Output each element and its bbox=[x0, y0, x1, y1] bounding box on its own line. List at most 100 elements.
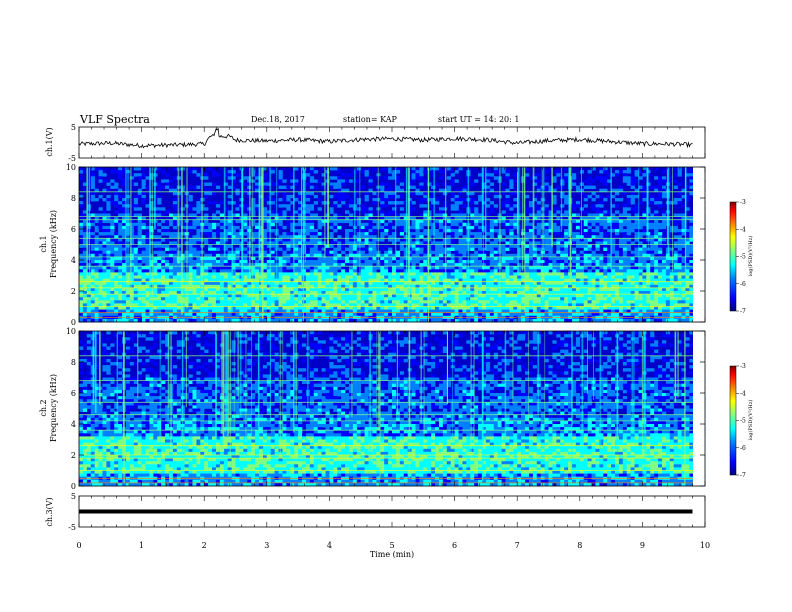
spectrogram-cell bbox=[133, 281, 138, 286]
spectrogram-cell bbox=[243, 287, 248, 292]
spectrogram-cell bbox=[251, 238, 256, 242]
spectrogram-cell bbox=[180, 222, 185, 227]
spectrogram-cell bbox=[243, 225, 248, 230]
spectrogram-cell bbox=[454, 250, 459, 255]
spectrogram-cell bbox=[321, 284, 326, 289]
spectrogram-cell bbox=[90, 176, 95, 180]
spectrogram-cell bbox=[630, 256, 635, 261]
spectrogram-cell bbox=[145, 275, 150, 279]
spectrogram-cell bbox=[489, 201, 495, 205]
spectrogram-cell bbox=[395, 275, 401, 279]
spectrogram-cell bbox=[583, 263, 588, 267]
spectrogram-cell bbox=[587, 294, 592, 298]
spectrogram-cell bbox=[356, 201, 361, 205]
spectrogram-cell bbox=[212, 191, 217, 196]
spectrogram-cell bbox=[192, 207, 197, 211]
spectrogram-cell bbox=[255, 291, 260, 295]
spectrogram-cell bbox=[262, 176, 268, 180]
spectrogram-cell bbox=[286, 204, 291, 208]
spectrogram-cell bbox=[642, 266, 647, 270]
spectrogram-cell bbox=[564, 263, 569, 267]
spectrogram-cell bbox=[470, 253, 475, 258]
spectrogram-cell bbox=[137, 225, 142, 230]
spectrogram-cell bbox=[192, 216, 197, 220]
spectrogram-cell bbox=[673, 201, 678, 205]
spectrogram-cell bbox=[204, 272, 209, 276]
spectrogram-cell bbox=[212, 170, 217, 174]
spectrogram-cell bbox=[309, 229, 315, 233]
spectrogram-cell bbox=[313, 235, 318, 239]
spectrogram-cell bbox=[587, 225, 592, 230]
spectrogram-cell bbox=[532, 198, 538, 202]
spectrogram-cell bbox=[607, 229, 612, 233]
spectrogram-cell bbox=[153, 272, 158, 276]
spectrogram-cell bbox=[513, 287, 518, 292]
spectrogram-cell bbox=[525, 244, 530, 248]
spectrogram-cell bbox=[356, 294, 361, 298]
spectrogram-cell bbox=[262, 297, 268, 301]
spectrogram-cell bbox=[630, 294, 635, 298]
spectrogram-cell bbox=[317, 284, 322, 289]
spectrogram-cell bbox=[661, 287, 667, 292]
spectrogram-cell bbox=[270, 247, 275, 251]
spectrogram-cell bbox=[165, 232, 170, 236]
spectrogram-cell bbox=[458, 201, 463, 205]
spectrogram-cell bbox=[481, 229, 487, 233]
spectrogram-cell bbox=[129, 222, 135, 227]
spectrogram-cell bbox=[106, 253, 111, 258]
spectrogram-cell bbox=[348, 281, 354, 286]
spectrogram-cell bbox=[153, 284, 158, 289]
spectrogram-cell bbox=[454, 194, 459, 199]
spectrogram-cell bbox=[442, 266, 448, 270]
spectrogram-cell bbox=[172, 235, 178, 239]
spectrogram-cell bbox=[251, 232, 256, 236]
spectrogram-cell bbox=[360, 275, 365, 279]
spectrogram-cell bbox=[521, 256, 526, 261]
spectrogram-cell bbox=[262, 207, 268, 211]
spectrogram-cell bbox=[278, 173, 283, 177]
spectrogram-cell bbox=[685, 225, 690, 230]
spectrogram-cell bbox=[615, 210, 620, 214]
spectrogram-cell bbox=[188, 260, 193, 264]
spectrogram-cell bbox=[470, 182, 475, 186]
spectrogram-cell bbox=[454, 222, 459, 227]
spectrogram-cell bbox=[125, 287, 131, 292]
spectrogram-cell bbox=[388, 266, 393, 270]
spectrogram-cell bbox=[172, 176, 178, 180]
spectrogram-cell bbox=[544, 269, 549, 273]
spectrogram-cell bbox=[251, 281, 256, 286]
spectrogram-cell bbox=[603, 253, 608, 258]
spectrogram-cell bbox=[380, 204, 385, 208]
spectrogram-cell bbox=[165, 278, 170, 282]
spectrogram-cell bbox=[462, 185, 467, 189]
spectrogram-cell bbox=[333, 216, 338, 220]
spectrogram-cell bbox=[161, 238, 166, 242]
spectrogram-cell bbox=[481, 182, 487, 186]
spectrogram-cell bbox=[294, 167, 299, 171]
spectrogram-cell bbox=[360, 294, 365, 298]
spectrogram-cell bbox=[528, 294, 534, 298]
spectrogram-cell bbox=[544, 266, 549, 270]
spectrogram-cell bbox=[82, 232, 88, 236]
spectrogram-cell bbox=[364, 272, 369, 276]
spectrogram-cell bbox=[235, 272, 240, 276]
spectrogram-cell bbox=[481, 219, 487, 224]
spectrogram-cell bbox=[317, 247, 322, 251]
spectrogram-cell bbox=[82, 281, 88, 286]
spectrogram-cell bbox=[122, 250, 127, 255]
spectrogram-cell bbox=[438, 232, 444, 236]
spectrogram-cell bbox=[329, 222, 334, 227]
spectrogram-cell bbox=[603, 219, 608, 224]
spectrogram-cell bbox=[360, 170, 365, 174]
spectrogram-cell bbox=[317, 250, 322, 255]
spectrogram-cell bbox=[223, 207, 228, 211]
spectrogram-cell bbox=[204, 182, 209, 186]
spectrogram-cell bbox=[685, 281, 690, 286]
spectrogram-cell bbox=[157, 244, 162, 248]
spectrogram-cell bbox=[90, 191, 95, 196]
spectrogram-cell bbox=[654, 201, 659, 205]
spectrogram-cell bbox=[395, 201, 401, 205]
spectrogram-cell bbox=[125, 297, 131, 301]
spectrogram-cell bbox=[669, 291, 674, 295]
spectrogram-cell bbox=[650, 213, 655, 217]
